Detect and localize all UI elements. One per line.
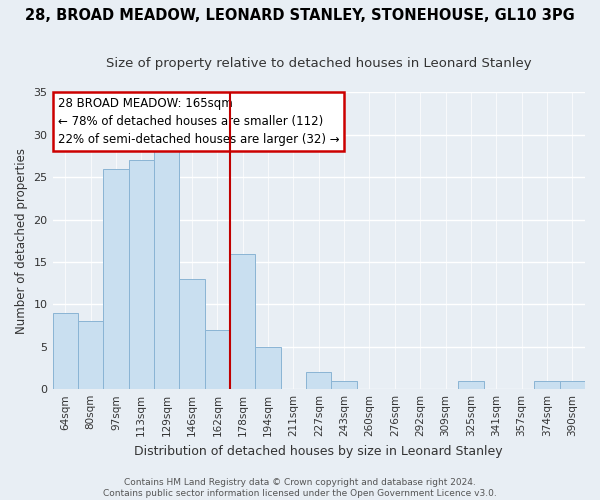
- Text: 28, BROAD MEADOW, LEONARD STANLEY, STONEHOUSE, GL10 3PG: 28, BROAD MEADOW, LEONARD STANLEY, STONE…: [25, 8, 575, 22]
- Bar: [103, 169, 128, 389]
- Text: Contains HM Land Registry data © Crown copyright and database right 2024.
Contai: Contains HM Land Registry data © Crown c…: [103, 478, 497, 498]
- Text: 28 BROAD MEADOW: 165sqm
← 78% of detached houses are smaller (112)
22% of semi-d: 28 BROAD MEADOW: 165sqm ← 78% of detache…: [58, 97, 340, 146]
- Bar: [560, 380, 585, 389]
- Bar: [128, 160, 154, 389]
- Bar: [154, 144, 179, 389]
- Bar: [534, 380, 560, 389]
- Bar: [53, 313, 78, 389]
- Y-axis label: Number of detached properties: Number of detached properties: [15, 148, 28, 334]
- Title: Size of property relative to detached houses in Leonard Stanley: Size of property relative to detached ho…: [106, 58, 532, 70]
- Bar: [306, 372, 331, 389]
- Bar: [331, 380, 357, 389]
- Bar: [230, 254, 256, 389]
- Bar: [256, 347, 281, 389]
- X-axis label: Distribution of detached houses by size in Leonard Stanley: Distribution of detached houses by size …: [134, 444, 503, 458]
- Bar: [179, 279, 205, 389]
- Bar: [458, 380, 484, 389]
- Bar: [78, 322, 103, 389]
- Bar: [205, 330, 230, 389]
